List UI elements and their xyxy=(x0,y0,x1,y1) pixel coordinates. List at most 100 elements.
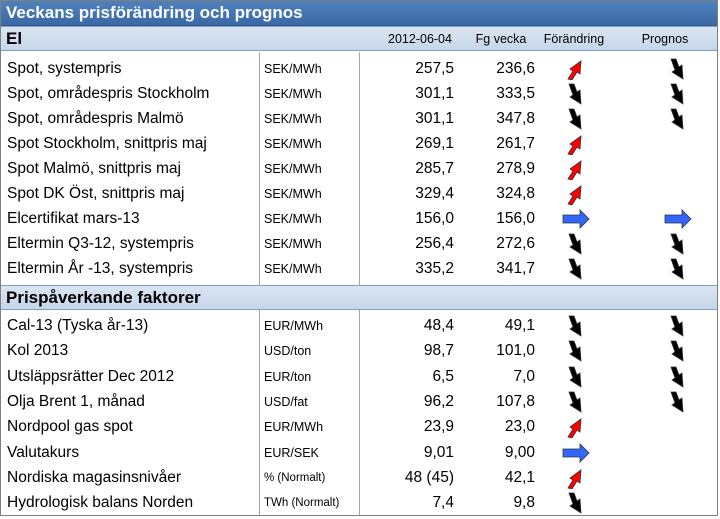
row-name: Nordiska magasinsnivåer xyxy=(7,468,182,486)
arrow-right-icon xyxy=(561,442,591,464)
row-current-value: 269,1 xyxy=(415,135,454,152)
row-previous-value: 107,8 xyxy=(496,392,535,410)
table-row: Hydrologisk balans Norden TWh (Normalt) 7,… xyxy=(0,491,718,516)
row-unit: SEK/MWh xyxy=(264,112,322,126)
table-row: Nordpool gas spot EUR/MWh 23,9 23,0 xyxy=(0,415,718,440)
section-el-header: El 2012-06-04 Fg vecka Förändring Progno… xyxy=(0,26,718,51)
row-previous-value: 7,0 xyxy=(513,367,535,385)
arrow-down-icon xyxy=(561,108,591,130)
row-name: Eltermin Q3-12, systempris xyxy=(7,235,194,252)
table-row: Spot Stockholm, snittpris maj SEK/MWh 269,… xyxy=(0,132,718,157)
row-unit: SEK/MWh xyxy=(264,212,322,226)
row-name: Elcertifikat mars-13 xyxy=(7,210,140,227)
arrow-up-icon xyxy=(561,183,591,206)
column-forecast-header: Prognos xyxy=(641,32,689,46)
section-el-label: El xyxy=(6,29,23,48)
row-unit: SEK/MWh xyxy=(264,262,322,276)
table-row: Valutakurs EUR/SEK 9,01 9,00 xyxy=(0,441,718,466)
row-current-value: 6,5 xyxy=(432,367,454,385)
arrow-up-icon xyxy=(561,416,591,439)
row-previous-value: 236,6 xyxy=(496,60,535,77)
table-row: Utsläppsrätter Dec 2012 EUR/ton 6,5 7,0 xyxy=(0,365,718,390)
row-unit: EUR/ton xyxy=(264,369,312,384)
column-change-header: Förändring xyxy=(543,32,605,46)
column-divider xyxy=(359,310,360,516)
table-row: Eltermin År -13, systempris SEK/MWh 335,2 3… xyxy=(0,257,718,282)
arrow-down-icon xyxy=(663,391,693,413)
section-factors-header: Prispåverkande faktorer xyxy=(0,285,718,310)
column-divider xyxy=(359,52,360,285)
row-previous-value: 42,1 xyxy=(504,468,535,486)
row-name: Utsläppsrätter Dec 2012 xyxy=(7,367,175,385)
row-name: Eltermin År -13, systempris xyxy=(7,260,194,277)
arrow-down-icon xyxy=(663,108,693,130)
arrow-down-icon xyxy=(663,58,693,80)
table-row: Elcertifikat mars-13 SEK/MWh 156,0 156,0 xyxy=(0,207,718,232)
row-previous-value: 272,6 xyxy=(496,235,535,252)
table-row: Spot DK Öst, snittpris maj SEK/MWh 329,4 32… xyxy=(0,182,718,207)
row-previous-value: 278,9 xyxy=(496,160,535,177)
arrow-down-icon xyxy=(663,233,693,255)
row-previous-value: 9,8 xyxy=(513,494,535,512)
row-current-value: 9,01 xyxy=(423,443,454,461)
arrow-right-icon xyxy=(561,208,591,230)
row-unit: USD/fat xyxy=(264,394,308,409)
table-row: Spot Malmö, snittpris maj SEK/MWh 285,7 278… xyxy=(0,157,718,182)
row-current-value: 48 (45) xyxy=(404,468,454,486)
row-unit: SEK/MWh xyxy=(264,62,322,76)
row-current-value: 335,2 xyxy=(415,260,454,277)
arrow-down-icon xyxy=(561,83,591,105)
row-name: Kol 2013 xyxy=(7,342,69,360)
arrow-down-icon xyxy=(561,391,591,413)
row-unit: USD/ton xyxy=(264,344,312,359)
row-unit: EUR/MWh xyxy=(264,319,324,333)
row-previous-value: 324,8 xyxy=(496,185,535,202)
row-current-value: 156,0 xyxy=(415,210,454,227)
table-row: Olja Brent 1, månad USD/fat 96,2 107,8 xyxy=(0,390,718,415)
row-previous-value: 156,0 xyxy=(496,210,535,227)
row-previous-value: 333,5 xyxy=(496,85,535,102)
row-current-value: 48,4 xyxy=(423,317,454,334)
row-previous-value: 341,7 xyxy=(496,260,535,277)
row-current-value: 301,1 xyxy=(415,85,454,102)
arrow-down-icon xyxy=(561,258,591,280)
row-unit: SEK/MWh xyxy=(264,237,322,251)
row-name: Nordpool gas spot xyxy=(7,418,133,436)
row-previous-value: 9,00 xyxy=(504,443,535,461)
table-row: Eltermin Q3-12, systempris SEK/MWh 256,4 27… xyxy=(0,232,718,257)
arrow-down-icon xyxy=(561,340,591,363)
row-current-value: 301,1 xyxy=(415,110,454,127)
row-unit: EUR/SEK xyxy=(264,445,319,460)
arrow-up-icon xyxy=(561,158,591,181)
row-name: Olja Brent 1, månad xyxy=(7,392,145,410)
section-factors-label: Prispåverkande faktorer xyxy=(6,288,201,307)
column-divider xyxy=(259,52,260,285)
table-title: Veckans prisförändring och prognos xyxy=(0,0,718,26)
row-unit: SEK/MWh xyxy=(264,187,322,201)
arrow-down-icon xyxy=(663,258,693,280)
row-name: Spot DK Öst, snittpris maj xyxy=(7,185,185,202)
arrow-up-icon xyxy=(561,58,591,81)
row-current-value: 329,4 xyxy=(415,185,454,202)
arrow-down-icon xyxy=(663,83,693,105)
row-unit: SEK/MWh xyxy=(264,87,322,101)
row-unit: EUR/MWh xyxy=(264,420,324,435)
arrow-down-icon xyxy=(663,340,693,363)
row-current-value: 256,4 xyxy=(415,235,454,252)
arrow-down-icon xyxy=(561,315,591,337)
table-row: Nordiska magasinsnivåer % (Normalt) 48 (45… xyxy=(0,466,718,491)
table-row: Spot, områdespris Malmö SEK/MWh 301,1 347,8 xyxy=(0,107,718,132)
row-current-value: 285,7 xyxy=(415,160,454,177)
arrow-down-icon xyxy=(663,315,693,337)
row-previous-value: 101,0 xyxy=(496,342,535,360)
table-row: Cal-13 (Tyska år-13) EUR/MWh 48,4 49,1 xyxy=(0,314,718,339)
arrow-up-icon xyxy=(561,467,591,490)
row-current-value: 98,7 xyxy=(423,342,454,360)
arrow-down-icon xyxy=(561,492,591,514)
row-current-value: 96,2 xyxy=(423,392,454,410)
row-name: Spot, områdespris Stockholm xyxy=(7,85,210,102)
row-current-value: 257,5 xyxy=(415,60,454,77)
row-unit: TWh (Normalt) xyxy=(264,497,340,510)
table-row: Kol 2013 USD/ton 98,7 101,0 xyxy=(0,339,718,364)
